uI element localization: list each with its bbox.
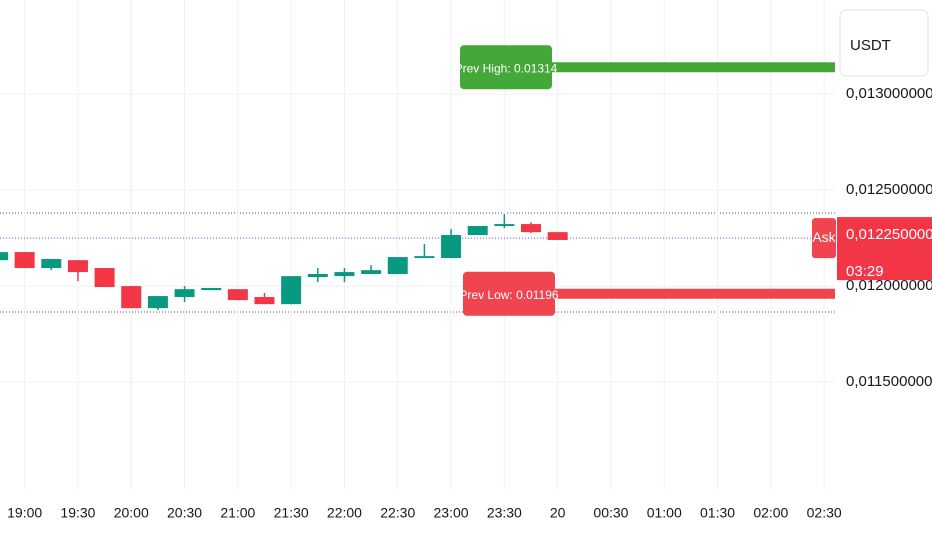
x-tick-label: 19:30 bbox=[60, 505, 95, 521]
x-tick-label: 19:00 bbox=[7, 505, 42, 521]
candle-body bbox=[147, 296, 168, 309]
ask-tag bbox=[812, 218, 836, 259]
annotation-box bbox=[463, 271, 555, 316]
candle-body bbox=[67, 260, 88, 273]
annotation-text: Prev High: 0.01314 bbox=[455, 61, 558, 75]
candle-body bbox=[227, 289, 248, 301]
candle-body bbox=[494, 224, 515, 226]
x-tick-label: 21:30 bbox=[274, 505, 309, 521]
candle-body bbox=[14, 252, 35, 269]
candle-body bbox=[94, 268, 115, 288]
currency-box[interactable] bbox=[839, 9, 929, 77]
candle-body bbox=[201, 288, 222, 291]
countdown: 03:29 bbox=[846, 263, 884, 280]
price-box bbox=[837, 217, 932, 281]
y-tick-label: 0,0115000000 bbox=[846, 373, 932, 390]
candle-body bbox=[174, 289, 195, 298]
annotation-text: Prev Low: 0.01196 bbox=[459, 288, 559, 302]
x-tick-label: 01:00 bbox=[647, 505, 682, 521]
x-tick-label: 01:30 bbox=[700, 505, 735, 521]
x-tick-label: 20:30 bbox=[167, 505, 202, 521]
annotation-box bbox=[460, 45, 552, 90]
x-tick-label: 21:00 bbox=[220, 505, 255, 521]
x-tick-label: 00:30 bbox=[593, 505, 628, 521]
x-tick-label: 20 bbox=[550, 505, 566, 521]
candle-body bbox=[441, 235, 462, 259]
candle-body bbox=[254, 297, 275, 305]
candle-body bbox=[281, 276, 302, 305]
currency[interactable]: USDT bbox=[850, 37, 891, 54]
candle-body bbox=[361, 270, 382, 274]
candle-body bbox=[334, 272, 355, 277]
candle-body bbox=[387, 257, 408, 274]
candle-body bbox=[467, 225, 488, 236]
x-tick-label: 20:00 bbox=[114, 505, 149, 521]
ask-label: Ask bbox=[812, 229, 836, 245]
x-tick-label: 23:30 bbox=[487, 505, 522, 521]
candle-body bbox=[307, 273, 328, 278]
candle-body bbox=[41, 259, 62, 269]
candle-body bbox=[521, 224, 541, 233]
x-tick-label: 02:30 bbox=[807, 505, 842, 521]
x-tick-label: 02:00 bbox=[753, 505, 788, 521]
candle-body bbox=[0, 252, 8, 261]
x-tick-label: 22:30 bbox=[380, 505, 415, 521]
candle-body bbox=[414, 256, 435, 259]
x-tick-label: 22:00 bbox=[327, 505, 362, 521]
x-tick-label: 23:00 bbox=[434, 505, 469, 521]
candle-body bbox=[547, 232, 568, 241]
plot: 19:00 19:30 20:00 20:30 21:00 21:30 22:00 22:30… bbox=[0, 0, 932, 521]
candle-body bbox=[121, 286, 142, 309]
